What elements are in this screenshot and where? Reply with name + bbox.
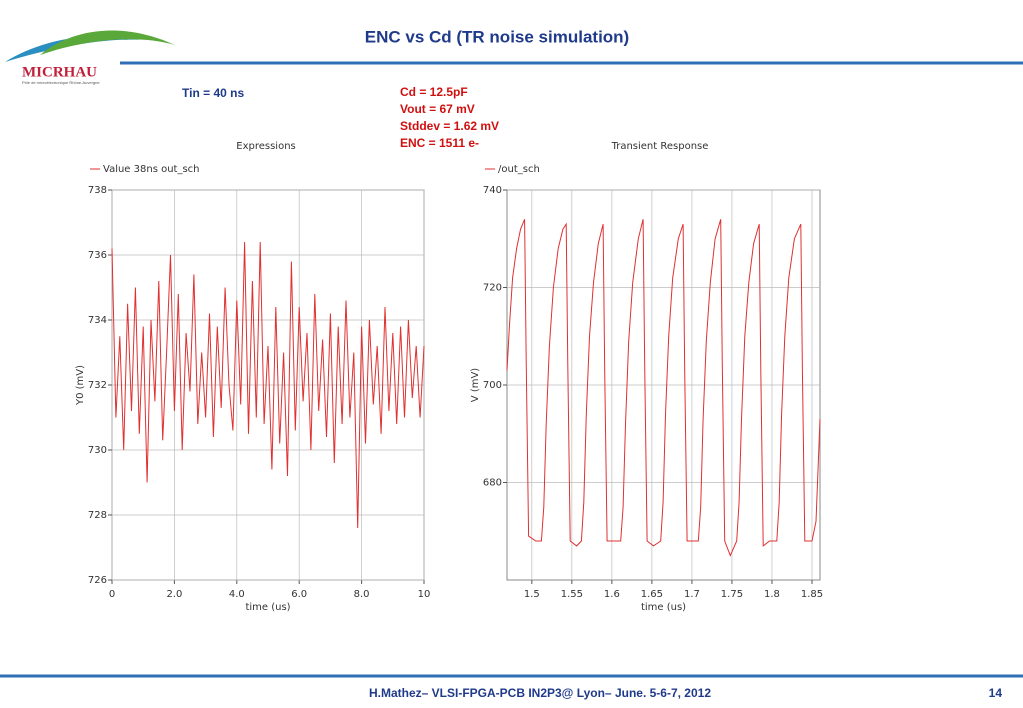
logo-text: MICRHAU — [22, 64, 97, 80]
slide-title: ENC vs Cd (TR noise simulation) — [365, 27, 629, 46]
x-tick-label: 1.85 — [801, 589, 823, 600]
y-tick-label: 726 — [88, 575, 107, 586]
chart-title: Expressions — [236, 141, 296, 152]
y-tick-label: 736 — [88, 250, 107, 261]
logo-hill — [40, 30, 175, 55]
data-line — [111, 241, 425, 529]
y-axis-label: V (mV) — [470, 368, 481, 403]
x-tick-label: 1.5 — [524, 589, 540, 600]
annotation-line: Cd = 12.5pF — [400, 85, 468, 99]
y-tick-label: 680 — [483, 478, 502, 489]
annotation-line: ENC = 1511 e- — [400, 136, 479, 150]
x-axis-label: time (us) — [245, 602, 290, 613]
x-tick-label: 1.7 — [684, 589, 700, 600]
y-tick-label: 734 — [88, 315, 107, 326]
data-line — [506, 219, 821, 557]
annotation-line: Vout = 67 mV — [400, 102, 475, 116]
chart-title: Transient Response — [611, 141, 709, 152]
x-tick-label: 10 — [418, 589, 431, 600]
legend-label: /out_sch — [498, 164, 540, 175]
x-tick-label: 1.75 — [721, 589, 743, 600]
x-tick-label: 1.8 — [764, 589, 780, 600]
y-tick-label: 740 — [483, 185, 502, 196]
x-tick-label: 4.0 — [229, 589, 245, 600]
annotation-line: Stddev = 1.62 mV — [400, 119, 499, 133]
note: Tin = 40 ns — [182, 86, 244, 100]
footer-text: H.Mathez– VLSI-FPGA-PCB IN2P3@ Lyon– Jun… — [369, 686, 711, 700]
y-tick-label: 700 — [483, 380, 502, 391]
x-tick-label: 0 — [109, 589, 115, 600]
annotation: Cd = 12.5pF Vout = 67 mV Stddev = 1.62 mV E… — [400, 85, 499, 150]
x-tick-label: 8.0 — [354, 589, 370, 600]
x-tick-label: 6.0 — [291, 589, 307, 600]
x-axis-label: time (us) — [641, 602, 686, 613]
y-tick-label: 732 — [88, 380, 107, 391]
x-tick-label: 1.65 — [641, 589, 663, 600]
y-tick-label: 730 — [88, 445, 107, 456]
page-number: 14 — [989, 686, 1003, 700]
y-tick-label: 720 — [483, 283, 502, 294]
logo-subtitle: Pôle de microélectronique Rhône-Auvergne — [22, 80, 100, 85]
legend-label: Value 38ns out_sch — [103, 164, 200, 175]
y-axis-label: Y0 (mV) — [75, 365, 86, 406]
y-tick-label: 728 — [88, 510, 107, 521]
x-tick-label: 1.6 — [604, 589, 620, 600]
x-tick-label: 2.0 — [166, 589, 182, 600]
y-tick-label: 738 — [88, 185, 107, 196]
x-tick-label: 1.55 — [561, 589, 583, 600]
